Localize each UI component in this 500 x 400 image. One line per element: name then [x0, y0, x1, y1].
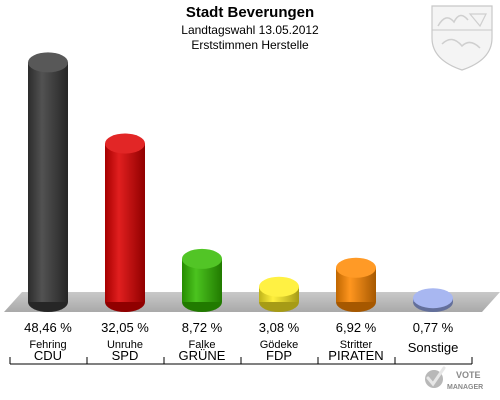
value-label: 6,92 % [336, 320, 377, 335]
chart-title: Stadt Beverungen [186, 4, 314, 21]
category-label: Sonstige [408, 340, 459, 355]
category-label: PIRATEN [328, 348, 383, 363]
value-label: 48,46 % [24, 320, 72, 335]
category-label: GRÜNE [179, 348, 226, 363]
value-label: 3,08 % [259, 320, 300, 335]
bar-grüne [182, 248, 222, 312]
vote-manager-logo: VOTE MANAGER [425, 366, 483, 391]
value-label: 32,05 % [101, 320, 149, 335]
vote-manager-line2: MANAGER [447, 384, 483, 391]
bar-top [413, 288, 453, 309]
bar-body [105, 143, 145, 302]
candidate-label: Falke [189, 339, 216, 351]
bar-spd [105, 133, 145, 312]
category-label: CDU [34, 348, 62, 363]
bar-top [182, 248, 222, 269]
bar-top [105, 133, 145, 154]
chart-subtitle-district: Erststimmen Herstelle [191, 38, 309, 52]
chart-subtitle-election: Landtagswahl 13.05.2012 [181, 23, 319, 37]
bar-piraten [336, 257, 376, 312]
category-label: SPD [112, 348, 139, 363]
bar-top [336, 257, 376, 278]
candidate-label: Unruhe [107, 339, 143, 351]
bar-cdu [28, 52, 68, 312]
bar-body [28, 62, 68, 303]
value-label: 8,72 % [182, 320, 223, 335]
candidate-label: Stritter [340, 339, 373, 351]
nrw-coat-of-arms-icon [431, 5, 493, 71]
candidate-label: Gödeke [260, 339, 299, 351]
bar-top [28, 52, 68, 73]
category-label: FDP [266, 348, 292, 363]
vote-manager-line1: VOTE [456, 370, 481, 380]
bar-sonstige [413, 288, 453, 312]
value-label: 0,77 % [413, 320, 454, 335]
candidate-label: Fehring [29, 339, 66, 351]
bar-fdp [259, 276, 299, 312]
bar-top [259, 276, 299, 297]
